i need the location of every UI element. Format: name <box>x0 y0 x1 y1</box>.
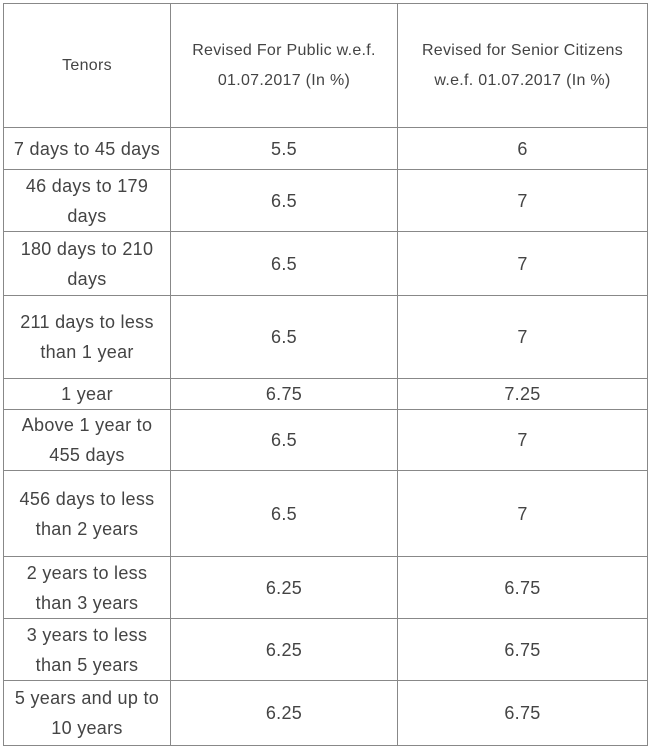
rate-cell: 6.25 <box>170 618 398 681</box>
rate-cell: 7 <box>397 470 648 557</box>
table-row: 5 years and up to 10 years 6.25 6.75 <box>3 680 648 746</box>
tenor-cell: 1 year <box>3 378 171 410</box>
rates-table: Tenors Revised For Public w.e.f. 01.07.20… <box>3 3 648 746</box>
rate-cell: 6.75 <box>397 556 648 619</box>
header-cell: Revised for Senior Citizens w.e.f. 01.07… <box>397 3 648 128</box>
table-row: 211 days to less than 1 year 6.5 7 <box>3 295 648 379</box>
table-row: 180 days to 210 days 6.5 7 <box>3 231 648 296</box>
tenor-cell: Above 1 year to 455 days <box>3 409 171 471</box>
rate-cell: 6 <box>397 127 648 170</box>
table-row: Above 1 year to 455 days 6.5 7 <box>3 409 648 471</box>
rate-cell: 6.5 <box>170 231 398 296</box>
rate-cell: 7 <box>397 295 648 379</box>
rate-cell: 6.75 <box>397 618 648 681</box>
tenor-cell: 46 days to 179 days <box>3 169 171 232</box>
header-cell: Tenors <box>3 3 171 128</box>
tenor-cell: 7 days to 45 days <box>3 127 171 170</box>
tenor-cell: 180 days to 210 days <box>3 231 171 296</box>
rate-cell: 6.5 <box>170 409 398 471</box>
rate-cell: 5.5 <box>170 127 398 170</box>
tenor-cell: 211 days to less than 1 year <box>3 295 171 379</box>
table-row: 456 days to less than 2 years 6.5 7 <box>3 470 648 557</box>
tenor-cell: 456 days to less than 2 years <box>3 470 171 557</box>
rate-cell: 7 <box>397 231 648 296</box>
tenor-cell: 3 years to less than 5 years <box>3 618 171 681</box>
header-cell: Revised For Public w.e.f. 01.07.2017 (In… <box>170 3 398 128</box>
tenor-cell: 2 years to less than 3 years <box>3 556 171 619</box>
rate-cell: 6.75 <box>397 680 648 746</box>
rate-cell: 6.5 <box>170 470 398 557</box>
table-row: 7 days to 45 days 5.5 6 <box>3 127 648 170</box>
header-row: Tenors Revised For Public w.e.f. 01.07.20… <box>3 3 648 128</box>
rate-cell: 6.5 <box>170 295 398 379</box>
rate-cell: 7.25 <box>397 378 648 410</box>
rate-cell: 6.75 <box>170 378 398 410</box>
table-row: 1 year 6.75 7.25 <box>3 378 648 410</box>
rate-cell: 7 <box>397 409 648 471</box>
table-row: 46 days to 179 days 6.5 7 <box>3 169 648 232</box>
rate-cell: 6.25 <box>170 680 398 746</box>
tenor-cell: 5 years and up to 10 years <box>3 680 171 746</box>
rate-cell: 6.25 <box>170 556 398 619</box>
rate-cell: 6.5 <box>170 169 398 232</box>
rate-cell: 7 <box>397 169 648 232</box>
table-row: 2 years to less than 3 years 6.25 6.75 <box>3 556 648 619</box>
table-row: 3 years to less than 5 years 6.25 6.75 <box>3 618 648 681</box>
